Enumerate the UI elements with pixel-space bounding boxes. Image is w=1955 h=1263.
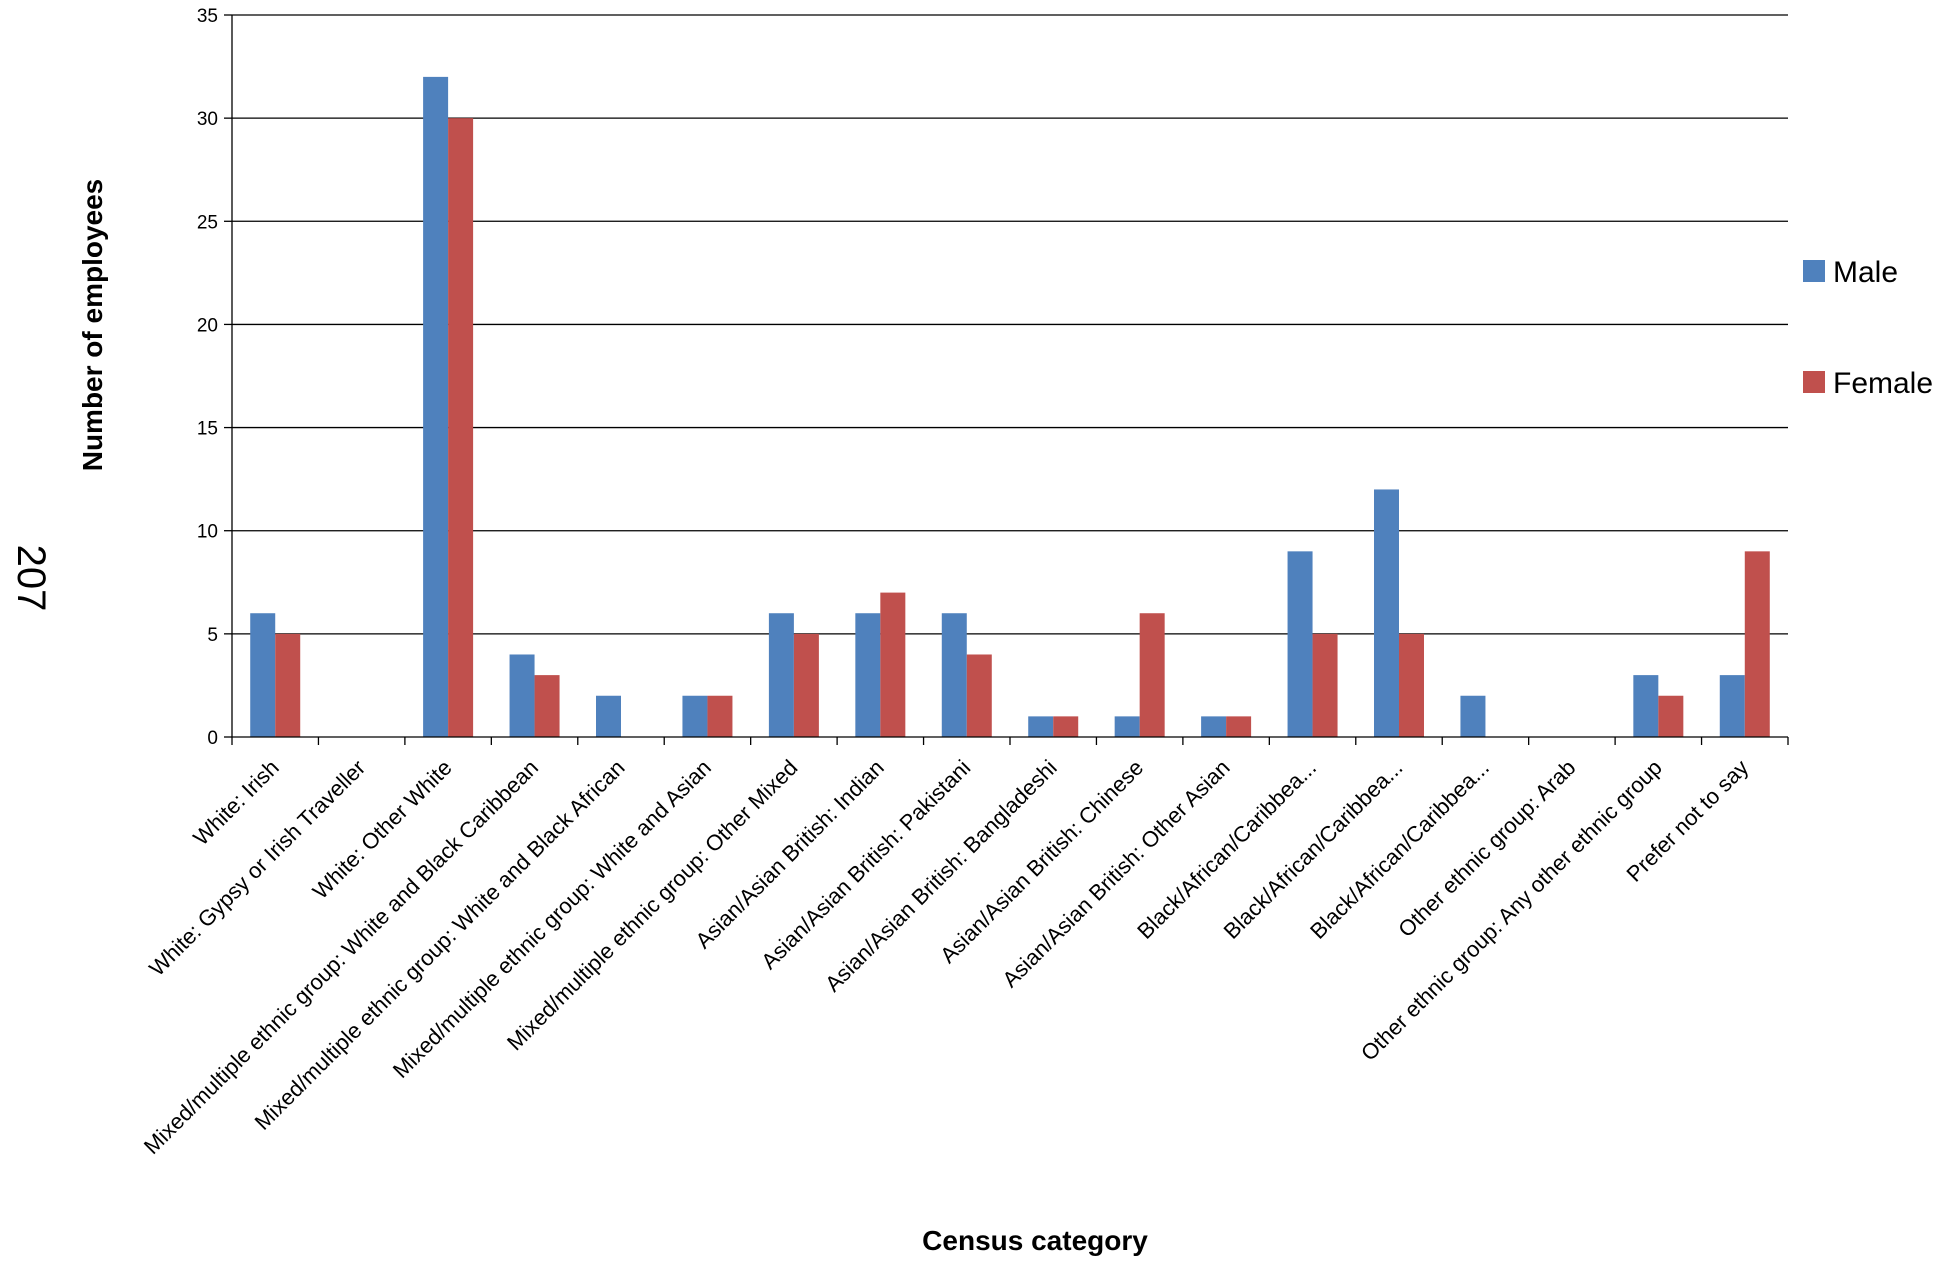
x-category-label: White: Irish	[188, 755, 283, 850]
bar-male	[1719, 675, 1745, 737]
gridlines	[232, 14, 1788, 635]
bar-male	[1114, 716, 1140, 737]
bar-male	[509, 654, 535, 737]
x-category-label: Other ethnic group: Any other ethnic gro…	[1356, 755, 1667, 1066]
y-axis-title: Number of employees	[77, 179, 108, 472]
y-tick-label: 30	[197, 109, 218, 130]
bar-female	[1399, 633, 1424, 737]
bar-male	[768, 613, 794, 737]
bar-female	[534, 675, 560, 737]
bar-female	[1744, 551, 1770, 737]
page-number: 207	[9, 545, 53, 612]
y-tick-label: 0	[207, 728, 218, 749]
bar-female	[275, 633, 301, 737]
x-category-label: Black/African/Caribbea...	[1219, 755, 1408, 944]
bar-male	[1201, 716, 1227, 737]
legend-label-male: Male	[1833, 256, 1898, 289]
x-category-label: Mixed/multiple ethnic group: White and B…	[139, 755, 543, 1159]
y-tick-label: 15	[197, 419, 218, 440]
bar-male	[1028, 716, 1054, 737]
bar-female	[707, 695, 733, 737]
bar-male	[682, 695, 708, 737]
bar-male	[1460, 695, 1486, 737]
bar-male	[250, 613, 276, 737]
y-tick-label: 35	[197, 6, 218, 27]
x-category-label: Black/African/Caribbea...	[1305, 755, 1494, 944]
bar-male	[423, 76, 449, 737]
bars	[250, 76, 1770, 737]
bar-male	[1374, 489, 1399, 737]
bar-female	[793, 633, 819, 737]
bar-male	[1633, 675, 1659, 737]
bar-male	[1287, 551, 1313, 737]
bar-female	[1053, 716, 1079, 737]
y-tick-label: 5	[207, 625, 218, 646]
legend-swatch-male	[1803, 260, 1825, 282]
bar-female	[448, 118, 474, 737]
y-tick-labels: 0 5 10 15 20 25 30 35	[197, 6, 218, 749]
axes	[224, 14, 1789, 745]
bar-female	[966, 654, 992, 737]
x-category-label: Mixed/multiple ethnic group: White and A…	[388, 755, 716, 1083]
legend: Male Female	[1803, 256, 1933, 400]
x-category-label: Other ethnic group: Arab	[1393, 755, 1580, 942]
y-tick-label: 25	[197, 212, 218, 233]
bar-male	[855, 613, 881, 737]
x-axis-title: Census category	[922, 1225, 1148, 1256]
bar-female	[1226, 716, 1252, 737]
y-tick-label: 10	[197, 522, 218, 543]
bar-female	[1658, 695, 1684, 737]
bar-female	[1312, 633, 1338, 737]
bar-female	[880, 592, 906, 737]
legend-label-female: Female	[1833, 367, 1933, 400]
x-category-label: Black/African/Caribbea...	[1132, 755, 1321, 944]
bar-male	[941, 613, 967, 737]
bar-female	[1139, 613, 1165, 737]
y-tick-label: 20	[197, 315, 218, 336]
bar-male	[596, 695, 621, 737]
legend-swatch-female	[1803, 371, 1825, 393]
